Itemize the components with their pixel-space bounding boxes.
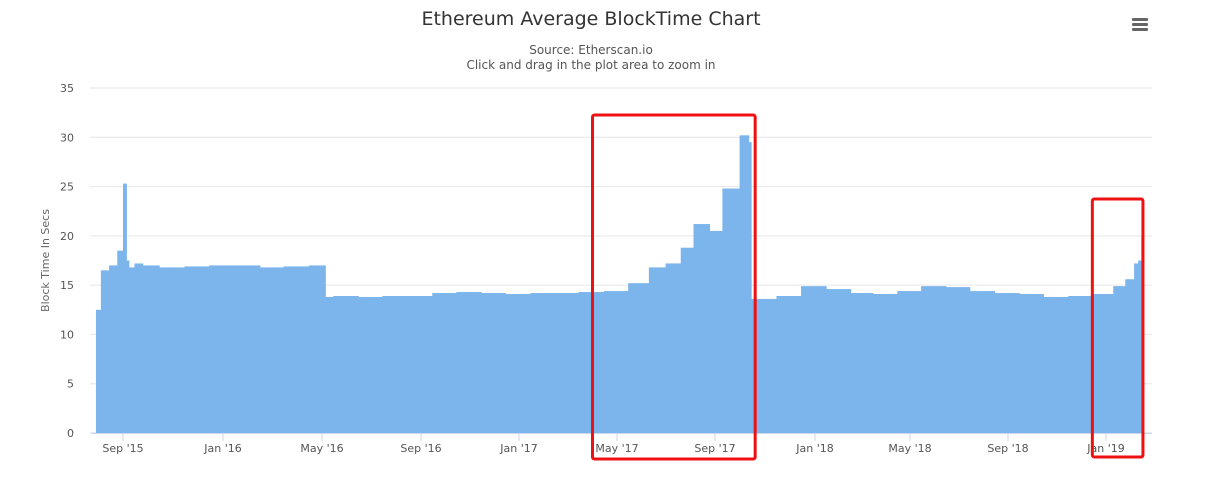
- data-bar: [1134, 263, 1139, 433]
- hamburger-menu-icon[interactable]: [1128, 14, 1152, 36]
- data-bar: [872, 294, 898, 433]
- data-bar: [407, 295, 433, 433]
- x-tick-label: Sep '16: [400, 442, 441, 455]
- data-bar: [382, 295, 408, 433]
- data-bar: [432, 293, 457, 433]
- x-tick-label: May '16: [300, 442, 343, 455]
- highlight-box: [1090, 197, 1145, 459]
- data-bar: [259, 267, 285, 433]
- data-bar: [283, 266, 310, 433]
- y-tick-label: 15: [60, 279, 74, 292]
- data-bar: [134, 263, 144, 433]
- data-bar: [159, 267, 186, 433]
- y-tick-label: 5: [67, 378, 74, 391]
- data-bar: [333, 295, 359, 433]
- y-tick-label: 10: [60, 328, 74, 341]
- y-tick-label: 35: [60, 82, 74, 95]
- data-bar: [994, 293, 1020, 433]
- data-bar: [358, 296, 383, 433]
- data-bar: [1019, 294, 1044, 433]
- menu-line: [1132, 18, 1148, 21]
- data-bar: [801, 286, 827, 433]
- data-bar: [234, 265, 261, 433]
- data-bar: [128, 267, 136, 433]
- data-bar: [117, 250, 124, 433]
- data-bar: [325, 296, 334, 433]
- y-tick-label: 30: [60, 131, 74, 144]
- data-bar: [722, 188, 741, 433]
- x-tick-label: Jan '18: [795, 442, 833, 455]
- menu-line: [1132, 28, 1148, 31]
- data-bar: [308, 265, 326, 433]
- data-bar: [1068, 295, 1093, 433]
- data-bar: [665, 263, 682, 433]
- y-tick-label: 0: [67, 427, 74, 440]
- data-bar: [109, 265, 118, 433]
- data-bar: [123, 183, 127, 433]
- data-bar: [184, 266, 210, 433]
- chart-title: Ethereum Average BlockTime Chart: [421, 8, 761, 30]
- data-bar: [481, 293, 506, 433]
- x-tick-label: May '17: [595, 442, 638, 455]
- x-tick-label: Sep '17: [694, 442, 735, 455]
- y-axis-title: Block Time In Secs: [39, 209, 52, 312]
- data-bar: [921, 286, 947, 433]
- data-bar: [1138, 260, 1142, 433]
- data-bar: [693, 224, 711, 433]
- data-bar: [969, 291, 996, 433]
- x-tick-label: May '18: [888, 442, 931, 455]
- data-bar: [1092, 294, 1114, 433]
- data-bar: [945, 287, 971, 433]
- data-bar: [648, 267, 667, 433]
- data-bar: [555, 293, 580, 433]
- data-bar: [680, 247, 695, 433]
- data-bar: [826, 289, 852, 433]
- x-tick-label: Jan '17: [499, 442, 537, 455]
- data-bar: [709, 230, 723, 433]
- y-tick-label: 25: [60, 181, 74, 194]
- data-bar: [505, 294, 532, 433]
- data-bar: [850, 293, 874, 433]
- x-tick-label: Jan '16: [203, 442, 241, 455]
- data-bar: [126, 260, 130, 433]
- chart-subtitle-source: Source: Etherscan.io: [529, 43, 653, 57]
- y-tick-label: 20: [60, 230, 74, 243]
- data-bar: [100, 270, 110, 433]
- menu-line: [1132, 23, 1148, 26]
- data-bar: [628, 283, 650, 433]
- data-bar: [776, 295, 802, 433]
- data-bar: [142, 265, 160, 433]
- data-bar: [209, 265, 236, 433]
- highlight-box: [591, 113, 757, 461]
- data-bar: [897, 291, 922, 433]
- data-bar: [1043, 296, 1069, 433]
- data-bar: [748, 142, 752, 433]
- bar-series: [95, 135, 1144, 434]
- data-bar: [1113, 286, 1126, 433]
- data-bar: [603, 291, 629, 433]
- x-tick-label: Jan '19: [1086, 442, 1124, 455]
- data-bar: [530, 293, 557, 433]
- data-bar: [456, 292, 482, 433]
- x-tick-label: Sep '15: [102, 442, 143, 455]
- chart-subtitle-zoom-hint: Click and drag in the plot area to zoom …: [466, 58, 716, 72]
- data-bar: [739, 135, 750, 434]
- data-bar: [95, 309, 102, 433]
- x-tick-label: Sep '18: [987, 442, 1028, 455]
- data-bar: [1125, 279, 1135, 433]
